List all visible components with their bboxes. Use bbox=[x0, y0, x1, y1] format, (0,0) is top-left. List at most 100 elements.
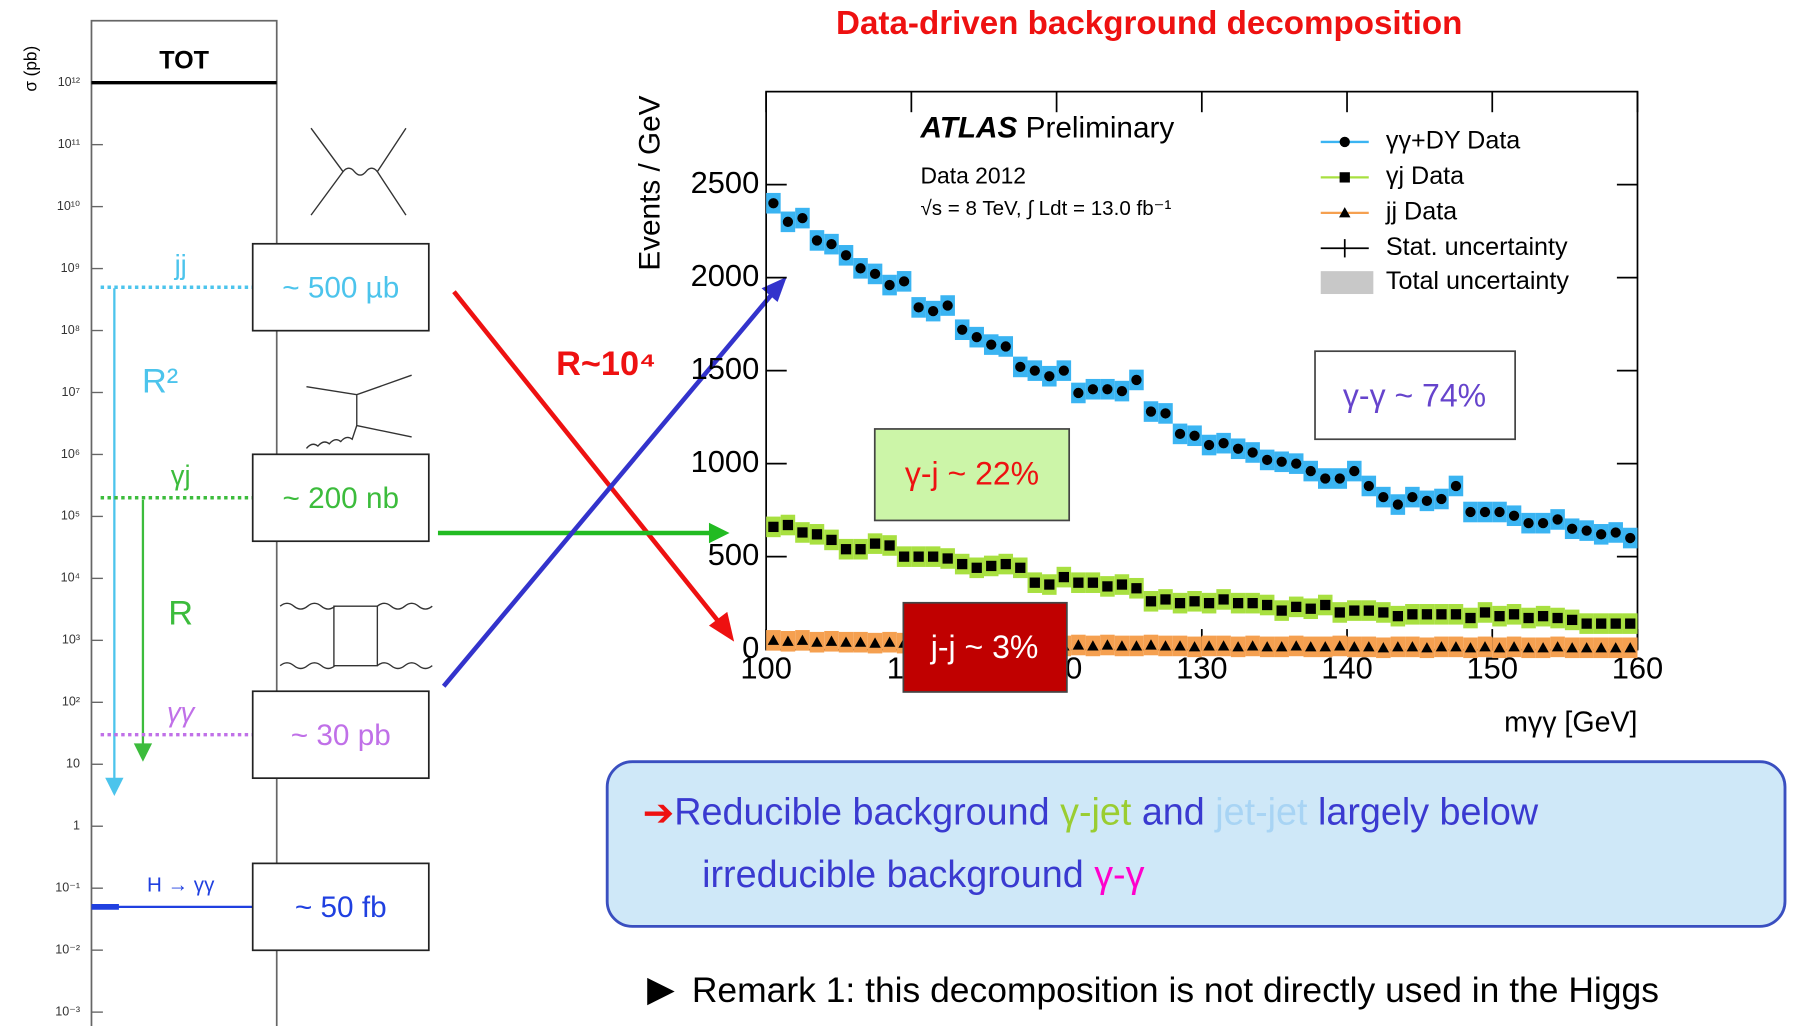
y-tick-label: 10⁻² bbox=[55, 942, 80, 956]
y-tick-label: 2000 bbox=[691, 258, 760, 293]
data-point bbox=[796, 634, 809, 645]
data-point bbox=[811, 636, 823, 647]
data-point bbox=[869, 538, 881, 549]
y-tick-label: 2500 bbox=[691, 165, 760, 200]
series-name: H → γγ bbox=[147, 874, 215, 897]
data-point bbox=[825, 635, 838, 646]
data-point bbox=[1262, 599, 1273, 611]
data-point bbox=[986, 339, 997, 350]
y-tick-label: 1 bbox=[73, 819, 80, 833]
callout-segment: largely below bbox=[1307, 790, 1538, 832]
data-point bbox=[884, 540, 895, 551]
data-point bbox=[1305, 465, 1316, 477]
legend-swatch bbox=[1320, 271, 1374, 295]
data-point bbox=[1392, 641, 1404, 652]
data-point bbox=[1392, 499, 1404, 510]
data-point bbox=[1029, 577, 1040, 588]
data-point bbox=[1203, 640, 1215, 651]
y-tick-label: 10¹⁰ bbox=[57, 199, 80, 213]
data-point bbox=[1246, 640, 1259, 651]
callout-segment: Reducible background bbox=[674, 790, 1060, 832]
data-point bbox=[1174, 597, 1186, 609]
data-point bbox=[1334, 473, 1345, 484]
data-point bbox=[1116, 579, 1128, 590]
fraction-box bbox=[1314, 350, 1516, 441]
data-point bbox=[1232, 443, 1244, 454]
data-point bbox=[1537, 642, 1549, 653]
data-point bbox=[826, 239, 837, 250]
data-point bbox=[1102, 581, 1113, 592]
value-box bbox=[251, 690, 430, 780]
fraction-label: γ-γ ~ 74% bbox=[1343, 378, 1486, 414]
legend-label: Total uncertainty bbox=[1386, 267, 1569, 295]
data-point bbox=[1624, 642, 1636, 653]
data-point bbox=[1073, 577, 1084, 588]
data-point bbox=[1044, 579, 1055, 590]
data-point bbox=[913, 302, 924, 313]
data-point bbox=[1291, 458, 1302, 469]
y-tick-label: 10⁷ bbox=[62, 385, 81, 399]
y-tick-label: 0 bbox=[742, 630, 759, 665]
data-point bbox=[942, 553, 953, 564]
data-point bbox=[1174, 640, 1186, 651]
data-point bbox=[1566, 642, 1578, 653]
data-point bbox=[1407, 609, 1418, 620]
data-point bbox=[1262, 454, 1273, 466]
data-point bbox=[811, 235, 823, 246]
data-point bbox=[782, 635, 794, 646]
data-point bbox=[1320, 473, 1331, 484]
data-point bbox=[1116, 640, 1128, 651]
legend-label: jj Data bbox=[1385, 197, 1457, 225]
ratio-label: R~10⁴ bbox=[556, 345, 656, 383]
data-point bbox=[854, 636, 867, 647]
data-point bbox=[1595, 642, 1607, 653]
callout-line: ➔Reducible background γ-jet and jet-jet … bbox=[643, 790, 1539, 834]
data-point bbox=[1464, 642, 1477, 653]
legend-label: γj Data bbox=[1386, 162, 1464, 190]
data-point bbox=[1261, 641, 1273, 652]
annotation: R bbox=[168, 594, 193, 632]
data-point bbox=[1015, 562, 1026, 573]
y-tick-label: 10 bbox=[66, 757, 80, 771]
data-point bbox=[1537, 611, 1549, 622]
data-point bbox=[1494, 611, 1505, 622]
data-point bbox=[1058, 365, 1069, 376]
data-point bbox=[1349, 465, 1360, 477]
bullet bbox=[647, 977, 675, 1006]
data-point bbox=[1116, 385, 1128, 397]
data-point bbox=[1218, 438, 1229, 449]
data-point bbox=[1610, 527, 1621, 538]
data-point bbox=[1218, 594, 1229, 605]
data-point bbox=[782, 519, 794, 531]
data-point bbox=[1217, 640, 1230, 651]
data-point bbox=[1072, 639, 1085, 650]
data-point bbox=[1494, 506, 1505, 518]
data-point bbox=[811, 529, 823, 540]
y-tick-label: 500 bbox=[708, 537, 760, 572]
data-point bbox=[782, 216, 794, 227]
series-name: jj bbox=[174, 249, 187, 280]
data-point bbox=[1319, 641, 1331, 652]
annotation: R² bbox=[142, 362, 178, 400]
data-point bbox=[971, 562, 982, 573]
crossing-arrows bbox=[437, 276, 787, 688]
data-point bbox=[1087, 577, 1099, 588]
data-point bbox=[1363, 641, 1375, 652]
data-point bbox=[942, 300, 953, 311]
callout-segment: irreducible background bbox=[702, 853, 1094, 895]
data-point bbox=[1479, 506, 1491, 518]
series-name: γj bbox=[171, 459, 191, 490]
data-point bbox=[1160, 594, 1171, 605]
data-point bbox=[1625, 618, 1636, 629]
data-point bbox=[768, 198, 779, 209]
y-tick-label: 10⁻¹ bbox=[55, 881, 80, 895]
data-point bbox=[957, 324, 968, 335]
data-point bbox=[1247, 447, 1258, 458]
data-point bbox=[1203, 439, 1215, 451]
data-point bbox=[1436, 609, 1447, 620]
callout-segment: γ-jet bbox=[1060, 790, 1132, 832]
data-point bbox=[1465, 506, 1476, 518]
data-point bbox=[1305, 641, 1317, 652]
data-point bbox=[1305, 603, 1316, 614]
fraction-label: γ-j ~ 22% bbox=[905, 455, 1039, 491]
